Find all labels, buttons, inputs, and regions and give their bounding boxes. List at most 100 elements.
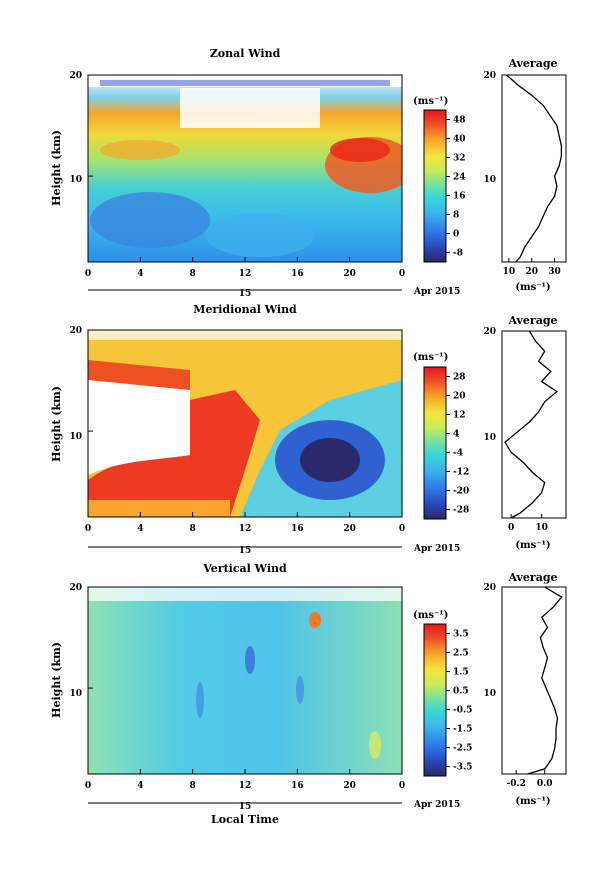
zonal-y-label: Height (km) — [50, 130, 63, 206]
colorbar — [423, 366, 447, 520]
colorbar-tick-label: 8 — [453, 211, 459, 221]
x-tick-label: 20 — [343, 269, 356, 279]
colorbar-tick-label: 48 — [453, 116, 466, 126]
y-tick-label: 10 — [69, 432, 82, 442]
vertical-y-label: Height (km) — [50, 642, 63, 718]
colorbar-units: (ms⁻¹) — [413, 610, 448, 621]
colorbar-tick-label: -2.5 — [453, 744, 472, 754]
y-tick-label: 10 — [483, 689, 496, 699]
colorbar-tick-label: 16 — [453, 192, 466, 202]
y-tick-label: 20 — [483, 327, 496, 337]
colorbar-tick-label: -0.5 — [453, 706, 472, 716]
date-label: 15 — [239, 546, 252, 556]
y-tick-label: 10 — [69, 689, 82, 699]
date-suffix: Apr 2015 — [413, 800, 460, 810]
colorbar-tick-label: 1.5 — [453, 668, 469, 678]
colorbar-units: (ms⁻¹) — [413, 96, 448, 107]
vertical-profile: -0.2 0.0 — [507, 586, 563, 789]
date-suffix: Apr 2015 — [413, 544, 460, 554]
colorbar-tick-label: -12 — [453, 468, 469, 478]
vertical-panel: Vertical Wind 0 4 8 12 16 20 0 20 10 Hei… — [50, 562, 567, 826]
x-tick-label: 20 — [343, 524, 356, 534]
profile-title: Average — [507, 314, 557, 327]
x-tick-label: 12 — [239, 524, 252, 534]
colorbar-tick-label: -28 — [453, 506, 469, 516]
meridional-y-label: Height (km) — [50, 386, 63, 462]
y-tick-label: 10 — [483, 433, 496, 443]
colorbar-tick-label: 3.5 — [453, 630, 469, 640]
x-tick-label: 8 — [190, 269, 196, 279]
meridional-x-ticks: 0 4 8 12 16 20 0 — [85, 524, 405, 534]
y-tick-label: 20 — [69, 583, 82, 593]
average-profile-line — [504, 330, 558, 519]
profile-x-label: (ms⁻¹) — [515, 540, 550, 551]
x-tick-label: 0 — [399, 269, 405, 279]
colorbar — [423, 109, 447, 263]
profile-x-label: (ms⁻¹) — [515, 796, 550, 807]
vertical-x-ticks: 0 4 8 12 16 20 0 — [85, 781, 405, 791]
zonal-title: Zonal Wind — [210, 47, 281, 60]
date-suffix: Apr 2015 — [413, 287, 460, 297]
profile-x-tick-label: 0 — [508, 523, 514, 533]
colorbar-tick-label: -3.5 — [453, 763, 472, 773]
x-axis-label: Local Time — [211, 813, 279, 826]
meridional-heatmap — [88, 330, 402, 517]
colorbar-tick-label: 12 — [453, 411, 466, 421]
y-tick-label: 10 — [69, 175, 82, 185]
average-profile-line — [506, 74, 563, 263]
profile-x-tick-label: 10 — [503, 267, 516, 277]
profile-x-tick-label: 0.0 — [537, 779, 553, 789]
average-profile-line — [527, 586, 563, 775]
colorbar-tick-label: -20 — [453, 487, 469, 497]
profile-x-tick-label: 30 — [548, 267, 561, 277]
zonal-x-ticks: 0 4 8 12 16 20 0 — [85, 269, 405, 279]
profile-x-tick-label: 20 — [525, 267, 538, 277]
profile-frame — [501, 586, 567, 775]
x-tick-label: 0 — [399, 524, 405, 534]
profile-title: Average — [507, 57, 557, 70]
zonal-profile: 10 20 30 — [503, 74, 563, 277]
profile-x-tick-label: 10 — [535, 523, 548, 533]
colorbar-tick-label: 0 — [453, 230, 459, 240]
colorbar-tick-label: -4 — [453, 449, 463, 459]
meridional-profile: 0 10 — [504, 330, 558, 533]
colorbar — [423, 623, 447, 777]
x-tick-label: 4 — [137, 269, 143, 279]
x-tick-label: 0 — [85, 781, 91, 791]
x-tick-label: 4 — [137, 524, 143, 534]
colorbar-tick-label: 20 — [453, 392, 466, 402]
y-tick-label: 20 — [69, 71, 82, 81]
colorbar-tick-label: 24 — [453, 173, 466, 183]
zonal-panel: Zonal Wind 0 4 8 12 16 20 0 20 10 Height… — [50, 47, 567, 299]
profile-x-label: (ms⁻¹) — [515, 282, 550, 293]
y-tick-label: 10 — [483, 175, 496, 185]
colorbar-tick-label: 4 — [453, 430, 459, 440]
x-tick-label: 4 — [137, 781, 143, 791]
x-tick-label: 16 — [291, 269, 304, 279]
profile-frame — [501, 74, 567, 263]
vertical-heatmap — [88, 587, 402, 774]
colorbar-units: (ms⁻¹) — [413, 352, 448, 363]
profile-title: Average — [507, 571, 557, 584]
zonal-colorbar-ticks: 48 40 32 24 16 8 0 -8 — [446, 116, 466, 259]
date-label: 15 — [239, 289, 252, 299]
y-tick-label: 20 — [483, 583, 496, 593]
y-tick-label: 20 — [69, 326, 82, 336]
meridional-title: Meridional Wind — [193, 303, 297, 316]
x-tick-label: 16 — [291, 524, 304, 534]
profile-frame — [501, 330, 567, 519]
colorbar-tick-label: -8 — [453, 249, 463, 259]
colorbar-tick-label: 32 — [453, 154, 466, 164]
zonal-heatmap — [88, 75, 402, 262]
y-tick-label: 20 — [483, 71, 496, 81]
x-tick-label: 8 — [190, 524, 196, 534]
x-tick-label: 0 — [85, 524, 91, 534]
colorbar-tick-label: 28 — [453, 373, 466, 383]
vertical-colorbar-ticks: 3.5 2.5 1.5 0.5 -0.5 -1.5 -2.5 -3.5 — [446, 630, 472, 773]
colorbar-tick-label: 0.5 — [453, 687, 469, 697]
date-label: 15 — [239, 802, 252, 812]
x-tick-label: 12 — [239, 781, 252, 791]
x-tick-label: 16 — [291, 781, 304, 791]
x-tick-label: 8 — [190, 781, 196, 791]
